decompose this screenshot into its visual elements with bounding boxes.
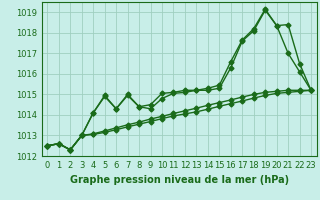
X-axis label: Graphe pression niveau de la mer (hPa): Graphe pression niveau de la mer (hPa) xyxy=(70,175,289,185)
